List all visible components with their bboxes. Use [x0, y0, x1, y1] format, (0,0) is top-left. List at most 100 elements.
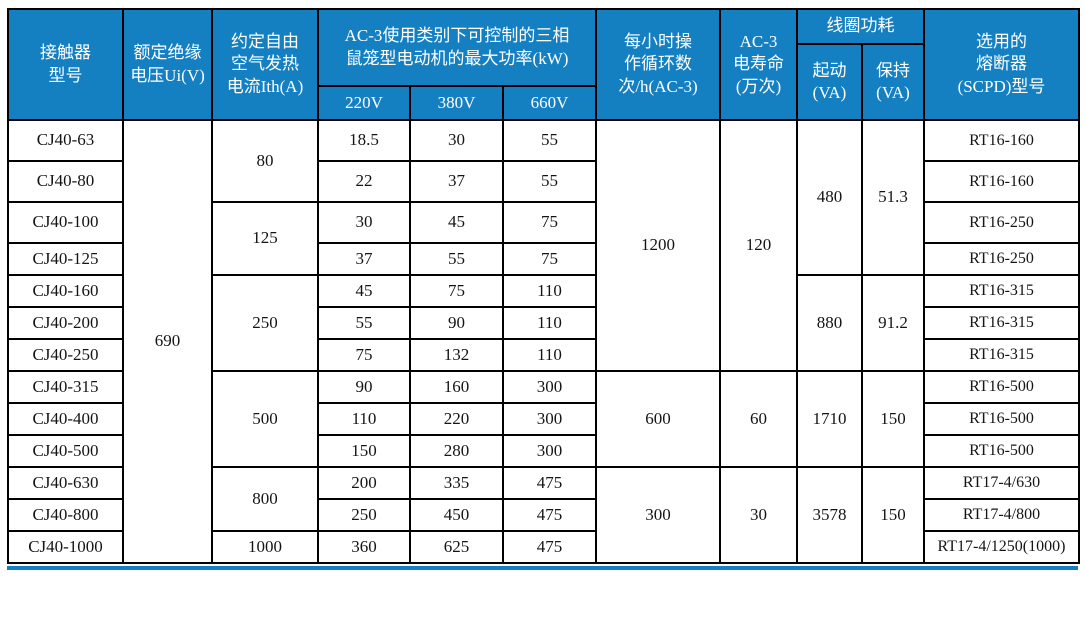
- cell-p380: 450: [409, 498, 504, 532]
- cell-ith: 1000: [211, 530, 319, 564]
- table-row: CJ40-200 55 90 110 RT16-315: [7, 306, 1080, 340]
- table-row: CJ40-80 22 37 55 RT16-160: [7, 160, 1080, 203]
- table-row: CJ40-63 690 80 18.5 30 55 1200 120 480 5…: [7, 119, 1080, 564]
- cell-ith: 125: [211, 201, 319, 276]
- col-header-thermal-current-line3: 电流Ith(A): [226, 76, 304, 96]
- cell-p220: 45: [317, 274, 411, 308]
- cell-coil-start: 3578: [796, 466, 863, 564]
- table-row: CJ40-100 125 30 45 75 RT16-250: [7, 201, 1080, 276]
- col-header-fuse-model-line1: 选用的: [976, 32, 1027, 52]
- col-header-rated-insulation-voltage-line1: 额定绝缘: [133, 43, 202, 63]
- contactor-spec-table-wrap: 接触器 型号 额定绝缘 电压Ui(V) 约定自由 空气发热 电流Ith(A) A…: [7, 8, 1080, 564]
- col-header-ac3-max-power-line2: 鼠笼型电动机的最大功率(kW): [345, 48, 569, 68]
- cell-model: CJ40-250: [7, 338, 124, 372]
- cell-ith: 250: [211, 274, 319, 372]
- cell-model: CJ40-160: [7, 274, 124, 308]
- cell-coil-hold: 51.3: [861, 119, 925, 276]
- cell-p380: 280: [409, 434, 504, 468]
- col-header-coil-power-group: 线圈功耗: [796, 8, 925, 45]
- col-header-operating-cycles: 每小时操 作循环数 次/h(AC-3): [595, 8, 721, 121]
- table-body: CJ40-63 690 80 18.5 30 55 1200 120 480 5…: [7, 119, 1080, 564]
- col-header-contactor-model-line1: 接触器: [40, 43, 91, 63]
- cell-p660: 75: [502, 201, 597, 244]
- cell-p220: 22: [317, 160, 411, 203]
- cell-p660: 475: [502, 498, 597, 532]
- col-header-rated-insulation-voltage-line2: 电压Ui(V): [130, 65, 205, 85]
- col-header-coil-hold-line2: (VA): [876, 83, 910, 102]
- cell-fuse: RT16-160: [923, 160, 1080, 203]
- cell-p380: 55: [409, 242, 504, 276]
- table-row: CJ40-400 110 220 300 RT16-500: [7, 402, 1080, 436]
- col-header-rated-insulation-voltage: 额定绝缘 电压Ui(V): [122, 8, 213, 121]
- cell-p380: 220: [409, 402, 504, 436]
- cell-p220: 250: [317, 498, 411, 532]
- cell-p380: 132: [409, 338, 504, 372]
- cell-p220: 200: [317, 466, 411, 500]
- table-row: CJ40-315 500 90 160 300 600 60 1710 150 …: [7, 370, 1080, 468]
- col-header-coil-start-line1: 起动: [812, 60, 847, 80]
- cell-p660: 110: [502, 338, 597, 372]
- cell-cycles: 300: [595, 466, 721, 564]
- col-header-ac3-electrical-life-line1: AC-3: [739, 32, 778, 52]
- cell-p380: 160: [409, 370, 504, 404]
- cell-p220: 18.5: [317, 119, 411, 162]
- cell-fuse: RT16-315: [923, 274, 1080, 308]
- col-header-ac3-electrical-life-line3: (万次): [735, 76, 782, 96]
- cell-coil-hold: 150: [861, 370, 925, 468]
- col-header-thermal-current-line1: 约定自由: [231, 32, 299, 52]
- col-header-fuse-model-line3: (SCPD)型号: [957, 76, 1046, 96]
- cell-life: 120: [719, 119, 798, 372]
- col-header-contactor-model: 接触器 型号: [7, 8, 124, 121]
- table-header: 接触器 型号 额定绝缘 电压Ui(V) 约定自由 空气发热 电流Ith(A) A…: [7, 8, 1080, 121]
- col-header-coil-hold-line1: 保持: [876, 60, 910, 80]
- cell-model: CJ40-200: [7, 306, 124, 340]
- cell-p380: 75: [409, 274, 504, 308]
- cell-p220: 75: [317, 338, 411, 372]
- cell-p660: 110: [502, 274, 597, 308]
- col-header-fuse-model: 选用的 熔断器 (SCPD)型号: [923, 8, 1080, 121]
- table-row: CJ40-500 150 280 300 RT16-500: [7, 434, 1080, 468]
- col-header-ac3-electrical-life-line2: 电寿命: [733, 54, 784, 74]
- cell-fuse: RT16-250: [923, 201, 1080, 244]
- cell-ith: 80: [211, 119, 319, 203]
- col-header-ac3-max-power-line1: AC-3使用类别下可控制的三相: [344, 26, 570, 46]
- cell-model: CJ40-100: [7, 201, 124, 244]
- cell-p660: 110: [502, 306, 597, 340]
- cell-p660: 300: [502, 402, 597, 436]
- cell-fuse: RT16-250: [923, 242, 1080, 276]
- cell-p220: 30: [317, 201, 411, 244]
- table-row: CJ40-630 800 200 335 475 300 30 3578 150…: [7, 466, 1080, 564]
- cell-coil-start: 480: [796, 119, 863, 276]
- col-header-operating-cycles-line3: 次/h(AC-3): [618, 76, 698, 96]
- col-header-ac3-max-power-group: AC-3使用类别下可控制的三相 鼠笼型电动机的最大功率(kW): [317, 8, 597, 87]
- col-header-660v: 660V: [502, 85, 597, 121]
- cell-p660: 55: [502, 119, 597, 162]
- cell-model: CJ40-1000: [7, 530, 124, 564]
- cell-p220: 90: [317, 370, 411, 404]
- col-header-contactor-model-line2: 型号: [48, 65, 83, 85]
- cell-p220: 150: [317, 434, 411, 468]
- cell-p660: 475: [502, 530, 597, 564]
- col-header-operating-cycles-line1: 每小时操: [624, 32, 692, 52]
- cell-fuse: RT16-315: [923, 306, 1080, 340]
- cell-fuse: RT17-4/630: [923, 466, 1080, 500]
- cell-p380: 90: [409, 306, 504, 340]
- cell-p220: 110: [317, 402, 411, 436]
- cell-model: CJ40-800: [7, 498, 124, 532]
- cell-p380: 335: [409, 466, 504, 500]
- cell-fuse: RT16-160: [923, 119, 1080, 162]
- col-header-220v: 220V: [317, 85, 411, 121]
- col-header-fuse-model-line2: 熔断器: [976, 54, 1027, 74]
- col-header-thermal-current-line2: 空气发热: [231, 54, 299, 74]
- cell-coil-hold: 150: [861, 466, 925, 564]
- cell-fuse: RT16-315: [923, 338, 1080, 372]
- cell-p220: 360: [317, 530, 411, 564]
- cell-model: CJ40-400: [7, 402, 124, 436]
- cell-p380: 37: [409, 160, 504, 203]
- cell-life: 30: [719, 466, 798, 564]
- col-header-coil-start-line2: (VA): [812, 83, 847, 102]
- cell-ith: 500: [211, 370, 319, 468]
- cell-cycles: 1200: [595, 119, 721, 372]
- cell-p660: 475: [502, 466, 597, 500]
- table-row: CJ40-250 75 132 110 RT16-315: [7, 338, 1080, 372]
